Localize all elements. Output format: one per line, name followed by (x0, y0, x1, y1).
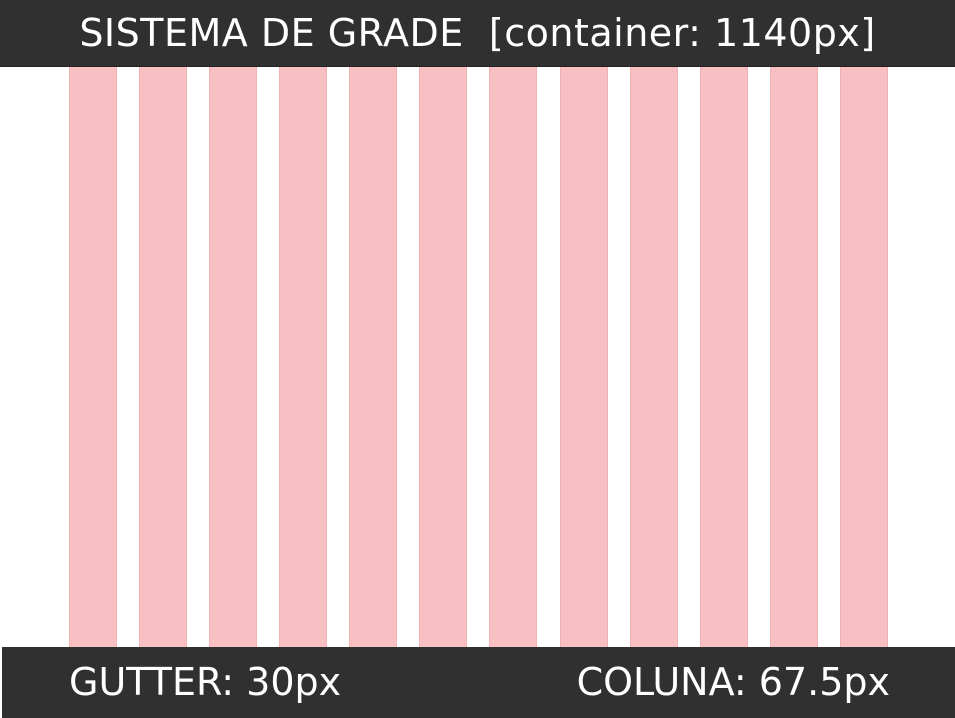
column-width-label: COLUNA: 67.5px (576, 660, 890, 704)
grid-column-8 (560, 0, 608, 718)
grid-column-11 (770, 0, 818, 718)
grid-column-4 (279, 0, 327, 718)
grid-column-10 (700, 0, 748, 718)
footer-bar: GUTTER: 30px COLUNA: 67.5px (2, 647, 955, 718)
grid-column-12 (840, 0, 888, 718)
grid-column-6 (419, 0, 467, 718)
grid-column-1 (69, 0, 117, 718)
grid-column-3 (209, 0, 257, 718)
page-title: SISTEMA DE GRADE [container: 1140px] (79, 11, 876, 55)
grid-column-5 (349, 0, 397, 718)
grid-column-7 (489, 0, 537, 718)
gutter-label: GUTTER: 30px (69, 660, 342, 704)
grid-column-2 (139, 0, 187, 718)
grid-column-9 (630, 0, 678, 718)
header-bar: SISTEMA DE GRADE [container: 1140px] (0, 0, 955, 67)
